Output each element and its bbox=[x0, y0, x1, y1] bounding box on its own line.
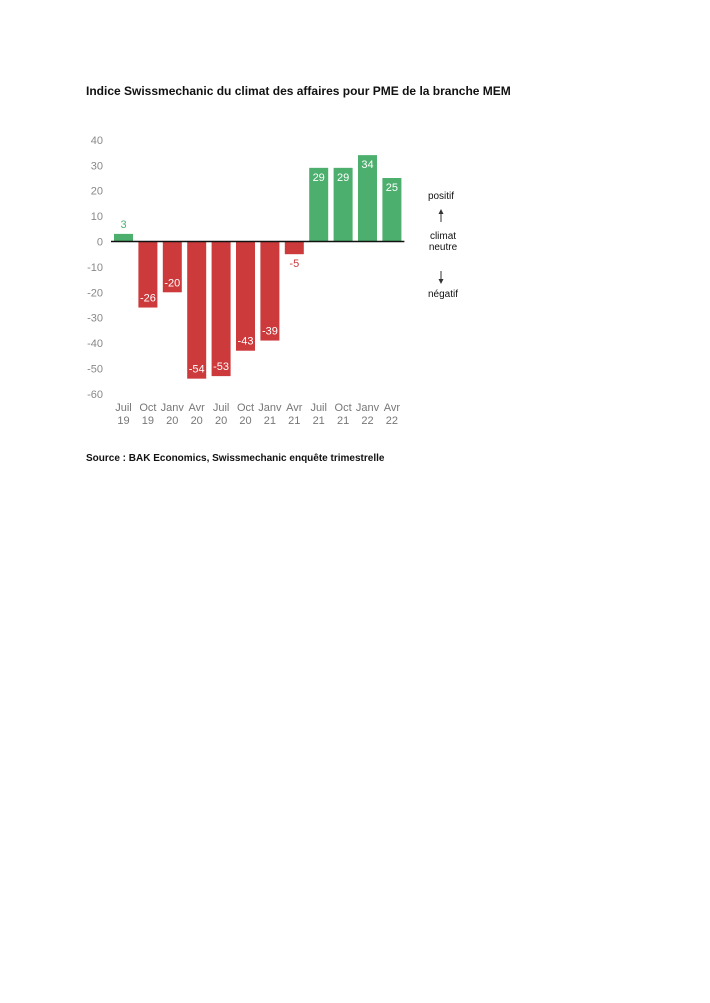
value-label: -20 bbox=[164, 277, 180, 289]
category-label-line2: 22 bbox=[361, 415, 373, 427]
bar bbox=[382, 178, 402, 242]
category-label-line2: 19 bbox=[142, 415, 154, 427]
y-tick-label: 0 bbox=[97, 237, 103, 249]
y-tick-label: -10 bbox=[87, 262, 103, 274]
category-label-line1: Avr bbox=[286, 402, 303, 414]
y-tick-label: 30 bbox=[91, 160, 103, 172]
bar bbox=[284, 241, 304, 255]
value-label: -54 bbox=[189, 364, 205, 376]
value-label: -26 bbox=[140, 293, 156, 305]
bar bbox=[260, 241, 280, 341]
value-label: 29 bbox=[313, 172, 325, 184]
bar bbox=[333, 167, 353, 242]
value-label: -5 bbox=[289, 258, 299, 270]
category-label-line1: Avr bbox=[189, 402, 206, 414]
category-label-line2: 19 bbox=[117, 415, 129, 427]
y-tick-label: -30 bbox=[87, 313, 103, 325]
category-label-line1: Janv bbox=[161, 402, 185, 414]
value-label: -43 bbox=[238, 336, 254, 348]
value-label: 3 bbox=[120, 219, 126, 231]
bar bbox=[358, 155, 377, 242]
category-labels-group: Juil19Oct19Janv20Avr20Juil20Oct20Janv21A… bbox=[115, 402, 400, 427]
value-label: 25 bbox=[386, 182, 398, 194]
legend-neutral-label-line2: neutre bbox=[429, 242, 458, 253]
bars-group bbox=[114, 155, 402, 379]
category-label-line1: Janv bbox=[258, 402, 282, 414]
y-tick-label: -20 bbox=[87, 287, 103, 299]
y-tick-label: 40 bbox=[91, 135, 103, 147]
category-label-line1: Oct bbox=[237, 402, 254, 414]
category-label-line2: 21 bbox=[313, 415, 325, 427]
bar bbox=[162, 241, 182, 293]
value-label: 29 bbox=[337, 172, 349, 184]
climate-legend: positif climat neutre négatif bbox=[428, 191, 458, 300]
category-label-line2: 20 bbox=[239, 415, 251, 427]
category-label-line1: Avr bbox=[384, 402, 401, 414]
value-label: -39 bbox=[262, 326, 278, 338]
category-label-line2: 21 bbox=[288, 415, 300, 427]
bar bbox=[211, 241, 231, 377]
y-tick-label: -40 bbox=[87, 338, 103, 350]
y-tick-label: 20 bbox=[91, 186, 103, 198]
bar bbox=[309, 167, 329, 242]
y-tick-label: -60 bbox=[87, 389, 103, 401]
category-label-line1: Juil bbox=[213, 402, 230, 414]
category-label-line2: 21 bbox=[264, 415, 276, 427]
value-labels-group: 3 -26 -20 -54 -53 -43 -39 -5 29 29 34 25 bbox=[120, 159, 398, 376]
legend-positive-label: positif bbox=[428, 191, 454, 202]
category-label-line2: 20 bbox=[215, 415, 227, 427]
category-label-line1: Oct bbox=[139, 402, 156, 414]
legend-negative-label: négatif bbox=[428, 289, 458, 300]
chart-title: Indice Swissmechanic du climat des affai… bbox=[86, 84, 511, 98]
category-label-line1: Juil bbox=[310, 402, 327, 414]
bar bbox=[187, 241, 207, 379]
category-label-line1: Janv bbox=[356, 402, 380, 414]
value-label: -53 bbox=[213, 361, 229, 373]
category-label-line2: 20 bbox=[191, 415, 203, 427]
y-axis-ticks: 40 30 20 10 0 -10 -20 -30 -40 -50 -60 bbox=[87, 135, 103, 401]
category-label-line1: Juil bbox=[115, 402, 132, 414]
y-tick-label: -50 bbox=[87, 364, 103, 376]
arrow-up-icon bbox=[438, 209, 444, 222]
source-note: Source : BAK Economics, Swissmechanic en… bbox=[86, 453, 385, 464]
legend-neutral-label-line1: climat bbox=[430, 231, 456, 242]
value-label: 34 bbox=[361, 159, 373, 171]
bar bbox=[114, 233, 133, 242]
y-tick-label: 10 bbox=[91, 211, 103, 223]
arrow-down-icon bbox=[438, 271, 444, 284]
category-label-line2: 22 bbox=[386, 415, 398, 427]
category-label-line2: 20 bbox=[166, 415, 178, 427]
category-label-line2: 21 bbox=[337, 415, 349, 427]
category-label-line1: Oct bbox=[335, 402, 352, 414]
bar bbox=[138, 241, 158, 308]
bar bbox=[236, 241, 255, 351]
